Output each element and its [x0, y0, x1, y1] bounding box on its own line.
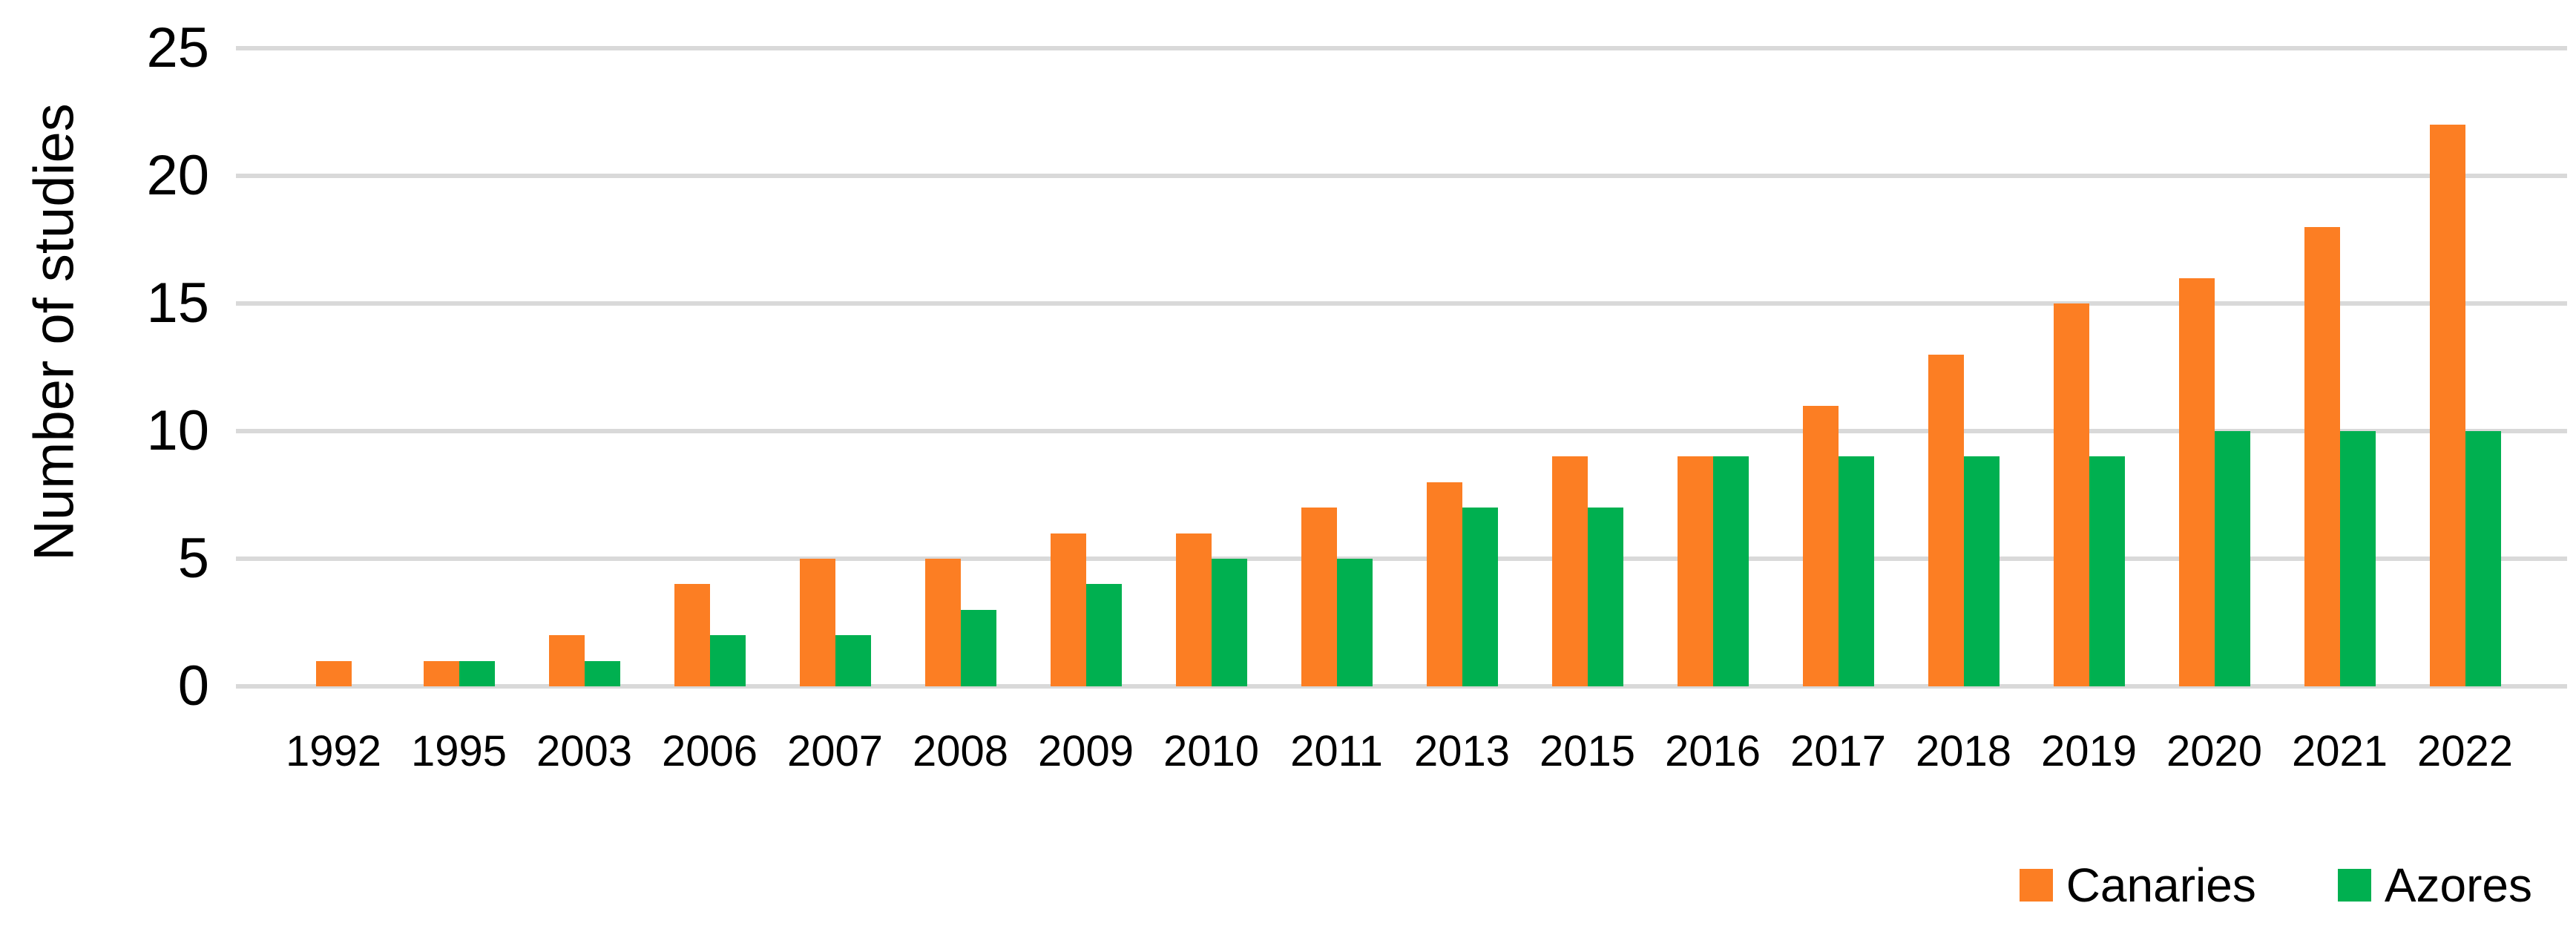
bar-canaries-2019: [2053, 303, 2089, 686]
y-tick-label-5: 5: [177, 527, 209, 590]
x-tick-label-2013: 2013: [1413, 727, 1511, 775]
legend: Canaries Azores: [2019, 858, 2532, 912]
bar-canaries-2018: [1928, 354, 1964, 686]
bar-azores-2009: [1085, 584, 1122, 686]
gridline-0: [236, 684, 2567, 689]
bar-group-2018: [1901, 48, 2026, 686]
bar-canaries-2020: [2178, 278, 2215, 686]
x-tick-label-2003: 2003: [536, 727, 633, 775]
bar-azores-2011: [1336, 559, 1373, 686]
x-tick-label-2007: 2007: [786, 727, 884, 775]
bar-azores-1995: [459, 660, 495, 686]
bar-canaries-2017: [1802, 405, 1839, 686]
bar-azores-2008: [960, 609, 996, 686]
bar-group-2010: [1149, 48, 1274, 686]
gridline-25: [236, 46, 2567, 50]
bar-group-2013: [1399, 48, 1525, 686]
y-tick-label-25: 25: [146, 16, 209, 79]
bar-group-2019: [2026, 48, 2152, 686]
bar-azores-2020: [2214, 431, 2250, 686]
bar-canaries-2007: [799, 559, 835, 686]
legend-item-azores: Azores: [2337, 858, 2532, 912]
x-tick-label-2011: 2011: [1290, 727, 1383, 775]
x-tick-label-2020: 2020: [2166, 727, 2263, 775]
bar-azores-2015: [1587, 508, 1623, 686]
bar-canaries-2006: [674, 584, 710, 686]
bar-canaries-2011: [1301, 508, 1337, 686]
x-tick-label-1992: 1992: [285, 727, 382, 775]
bar-group-2022: [2402, 48, 2528, 686]
x-tick-label-2006: 2006: [661, 727, 758, 775]
bar-group-2021: [2277, 48, 2402, 686]
bar-azores-2006: [709, 635, 746, 686]
x-tick-label-2010: 2010: [1163, 727, 1260, 775]
bar-canaries-1995: [423, 660, 459, 686]
bar-canaries-2003: [548, 635, 585, 686]
x-tick-label-1995: 1995: [410, 727, 507, 775]
bar-group-2017: [1775, 48, 1901, 686]
bar-group-2020: [2152, 48, 2277, 686]
bar-canaries-2013: [1426, 482, 1462, 686]
bar-azores-2017: [1838, 456, 1874, 686]
bar-canaries-1992: [315, 660, 352, 686]
bar-group-2009: [1023, 48, 1149, 686]
gridline-5: [236, 556, 2567, 561]
x-tick-label-2017: 2017: [1790, 727, 1887, 775]
bar-canaries-2015: [1551, 456, 1588, 686]
y-tick-label-15: 15: [146, 272, 209, 335]
x-tick-label-2009: 2009: [1037, 727, 1134, 775]
bar-group-2015: [1525, 48, 1650, 686]
y-tick-label-0: 0: [177, 654, 209, 718]
bar-canaries-2009: [1050, 533, 1086, 686]
x-tick-label-2015: 2015: [1539, 727, 1636, 775]
y-tick-label-20: 20: [146, 144, 209, 207]
bar-group-2003: [522, 48, 647, 686]
bar-azores-2021: [2339, 431, 2376, 686]
bar-groups: [271, 48, 2528, 686]
x-tick-label-2021: 2021: [2291, 727, 2388, 775]
bar-group-2011: [1274, 48, 1399, 686]
bar-group-2016: [1650, 48, 1775, 686]
gridlines-layer: [236, 46, 2567, 689]
legend-item-canaries: Canaries: [2019, 858, 2256, 912]
plot-area: [236, 46, 2567, 689]
bar-canaries-2008: [924, 559, 961, 686]
bar-azores-2007: [835, 635, 871, 686]
y-axis-ticks: 0 5 10 15 20 25: [0, 0, 209, 926]
x-tick-label-2018: 2018: [1915, 727, 2012, 775]
bar-canaries-2022: [2429, 125, 2465, 686]
legend-swatch-canaries: [2019, 869, 2053, 902]
bar-azores-2016: [1712, 456, 1749, 686]
bar-canaries-2010: [1175, 533, 1212, 686]
bar-azores-2018: [1963, 456, 2000, 686]
gridline-15: [236, 301, 2567, 306]
bar-group-2008: [898, 48, 1023, 686]
x-tick-label-2008: 2008: [912, 727, 1009, 775]
x-tick-label-2016: 2016: [1664, 727, 1761, 775]
bar-azores-2003: [584, 660, 620, 686]
legend-swatch-azores: [2337, 869, 2371, 902]
gridline-10: [236, 429, 2567, 433]
gridline-20: [236, 174, 2567, 178]
y-tick-label-10: 10: [146, 399, 209, 462]
x-axis-labels: 1992 1995 2003 2006 2007 2008 2009 2010 2011 2013…: [271, 726, 2528, 778]
bar-group-1992: [271, 48, 396, 686]
x-tick-label-2019: 2019: [2040, 727, 2138, 775]
bar-azores-2022: [2465, 431, 2501, 686]
bar-azores-2013: [1462, 508, 1498, 686]
bar-group-2006: [647, 48, 772, 686]
bar-group-2007: [772, 48, 898, 686]
x-tick-label-2022: 2022: [2416, 727, 2514, 775]
legend-label-azores: Azores: [2384, 858, 2532, 912]
legend-label-canaries: Canaries: [2066, 858, 2256, 912]
bar-group-1995: [396, 48, 522, 686]
bar-azores-2019: [2089, 456, 2125, 686]
bar-azores-2010: [1211, 559, 1247, 686]
bar-canaries-2016: [1677, 456, 1713, 686]
bar-canaries-2021: [2304, 226, 2340, 686]
